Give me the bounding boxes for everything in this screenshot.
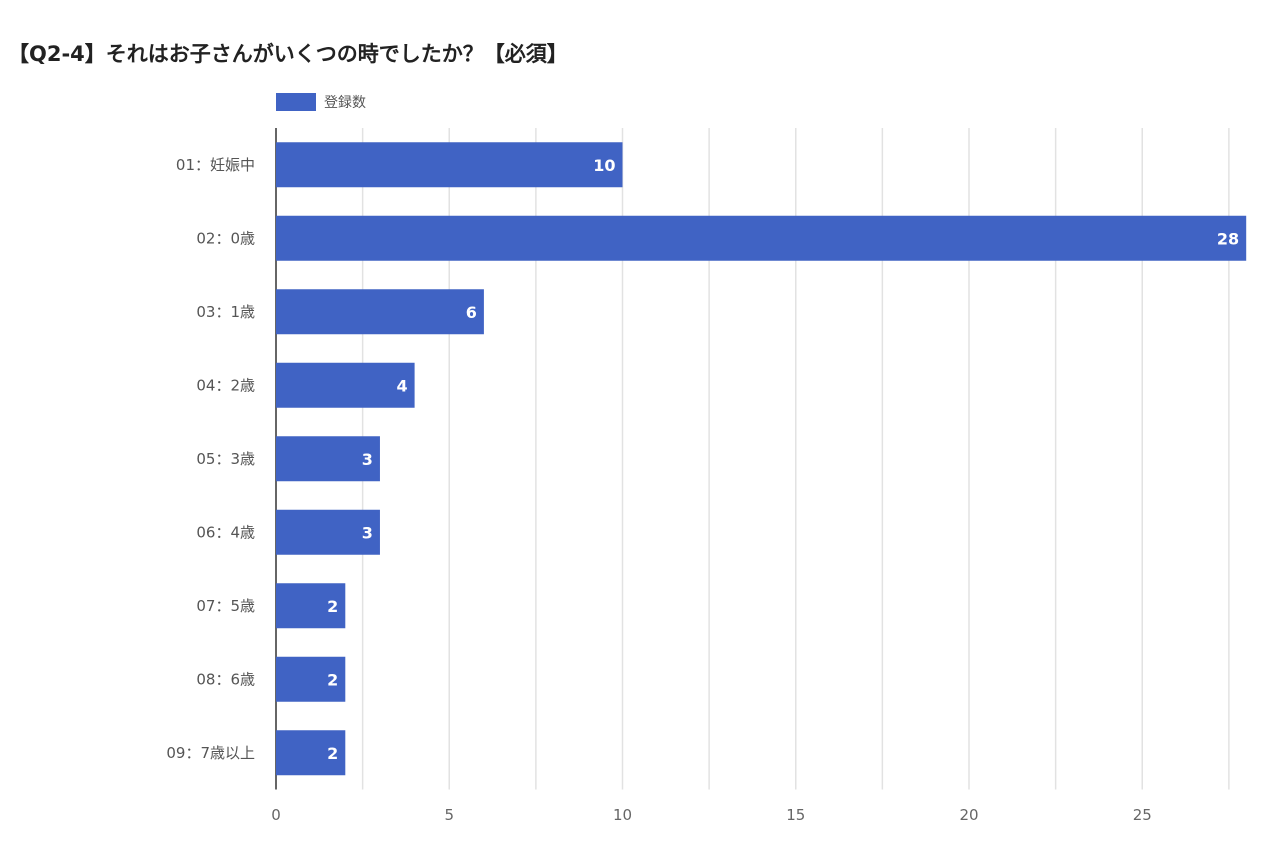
category-label: 08：6歳 bbox=[196, 670, 255, 688]
category-label: 07：5歳 bbox=[196, 597, 255, 615]
bar bbox=[276, 436, 380, 482]
chart-title: 【Q2-4】それはお子さんがいくつの時でしたか？【必須】 bbox=[8, 42, 568, 66]
category-label: 09：7歳以上 bbox=[166, 744, 255, 762]
category-label: 03：1歳 bbox=[196, 303, 255, 321]
category-label: 02：0歳 bbox=[196, 229, 255, 247]
bar bbox=[276, 215, 1247, 261]
category-label: 06：4歳 bbox=[196, 523, 255, 541]
x-tick-label: 10 bbox=[613, 806, 632, 824]
data-label: 2 bbox=[327, 597, 338, 616]
data-label: 3 bbox=[362, 523, 373, 542]
data-label: 28 bbox=[1217, 229, 1239, 248]
data-label: 2 bbox=[327, 744, 338, 763]
x-tick-label: 5 bbox=[444, 806, 454, 824]
data-label: 10 bbox=[593, 156, 615, 175]
category-label: 04：2歳 bbox=[196, 376, 255, 394]
bar bbox=[276, 583, 346, 629]
category-label: 01：妊娠中 bbox=[176, 156, 255, 174]
bar bbox=[276, 142, 623, 188]
legend: 登録数 bbox=[276, 92, 366, 112]
x-tick-label: 15 bbox=[786, 806, 805, 824]
data-label: 6 bbox=[466, 303, 477, 322]
bar bbox=[276, 362, 415, 408]
data-label: 4 bbox=[396, 376, 407, 395]
data-label: 3 bbox=[362, 450, 373, 469]
bar bbox=[276, 730, 346, 776]
bar bbox=[276, 509, 380, 555]
category-label: 05：3歳 bbox=[196, 450, 255, 468]
x-tick-label: 25 bbox=[1133, 806, 1152, 824]
bar bbox=[276, 289, 484, 335]
legend-label: 登録数 bbox=[324, 95, 366, 111]
x-tick-label: 0 bbox=[271, 806, 281, 824]
bar bbox=[276, 656, 346, 702]
x-tick-label: 20 bbox=[959, 806, 978, 824]
legend-swatch bbox=[276, 93, 316, 111]
data-label: 2 bbox=[327, 670, 338, 689]
